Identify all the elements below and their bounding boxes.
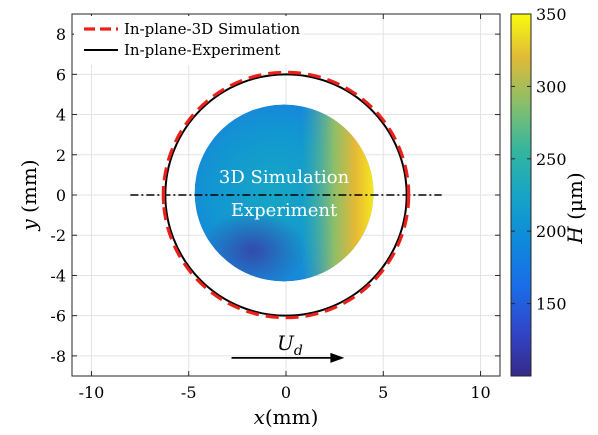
thickness-field: [194, 104, 374, 282]
x-tick-label-2: 0: [281, 383, 291, 402]
y-tick-label-5: 2: [56, 146, 66, 165]
colorbar-tick-label-4: 350: [536, 5, 567, 24]
y-tick-label-3: -2: [50, 226, 66, 245]
y-tick-label-1: -6: [50, 307, 66, 326]
thickness-field-labels: 3D Simulation Experiment: [219, 167, 350, 221]
x-tick-label-3: 5: [378, 383, 388, 402]
y-tick-label-0: -8: [50, 347, 66, 366]
edge-markers: [161, 186, 411, 204]
x-tick-label-4: 10: [470, 383, 490, 402]
colorbar-tick-label-2: 250: [536, 150, 567, 169]
colorbar-tick-label-3: 300: [536, 77, 567, 96]
legend-label-simulation: In-plane-3D Simulation: [124, 20, 300, 38]
axis-ticks: -10 -5 0 5 10 -8 -6 -4 -2 0 2 4 6 8: [50, 14, 500, 402]
x-tick-label-0: -10: [79, 383, 105, 402]
flow-arrow-label: Ud: [277, 331, 303, 359]
field-label-0: 3D Simulation: [219, 167, 350, 188]
x-tick-label-1: -5: [181, 383, 197, 402]
flow-arrow-head: [330, 352, 345, 363]
colorbar-tick-label-1: 200: [536, 222, 567, 241]
colorbar-tick-label-0: 150: [536, 295, 567, 314]
flow-arrow: Ud: [231, 331, 345, 363]
colorbar: 150 200 250 300 350 H (μm): [510, 5, 587, 377]
y-tick-label-7: 6: [56, 65, 66, 84]
legend-box: [74, 16, 304, 65]
colorbar-ticks: 150 200 250 300 350: [511, 5, 567, 314]
y-axis-label: y (mm): [17, 159, 41, 231]
thickness-field-rim: [194, 104, 374, 282]
y-tick-label-4: 0: [56, 186, 66, 205]
y-tick-label-8: 8: [56, 25, 66, 44]
legend-label-experiment: In-plane-Experiment: [124, 41, 280, 59]
y-tick-label-6: 4: [56, 106, 66, 125]
colorbar-scale: [510, 13, 532, 377]
x-axis-label: x(mm): [254, 405, 319, 429]
field-label-1: Experiment: [231, 200, 338, 221]
legend: In-plane-3D Simulation In-plane-Experime…: [74, 16, 304, 65]
y-tick-label-2: -4: [50, 266, 66, 285]
colorbar-label: H (μm): [563, 172, 587, 244]
